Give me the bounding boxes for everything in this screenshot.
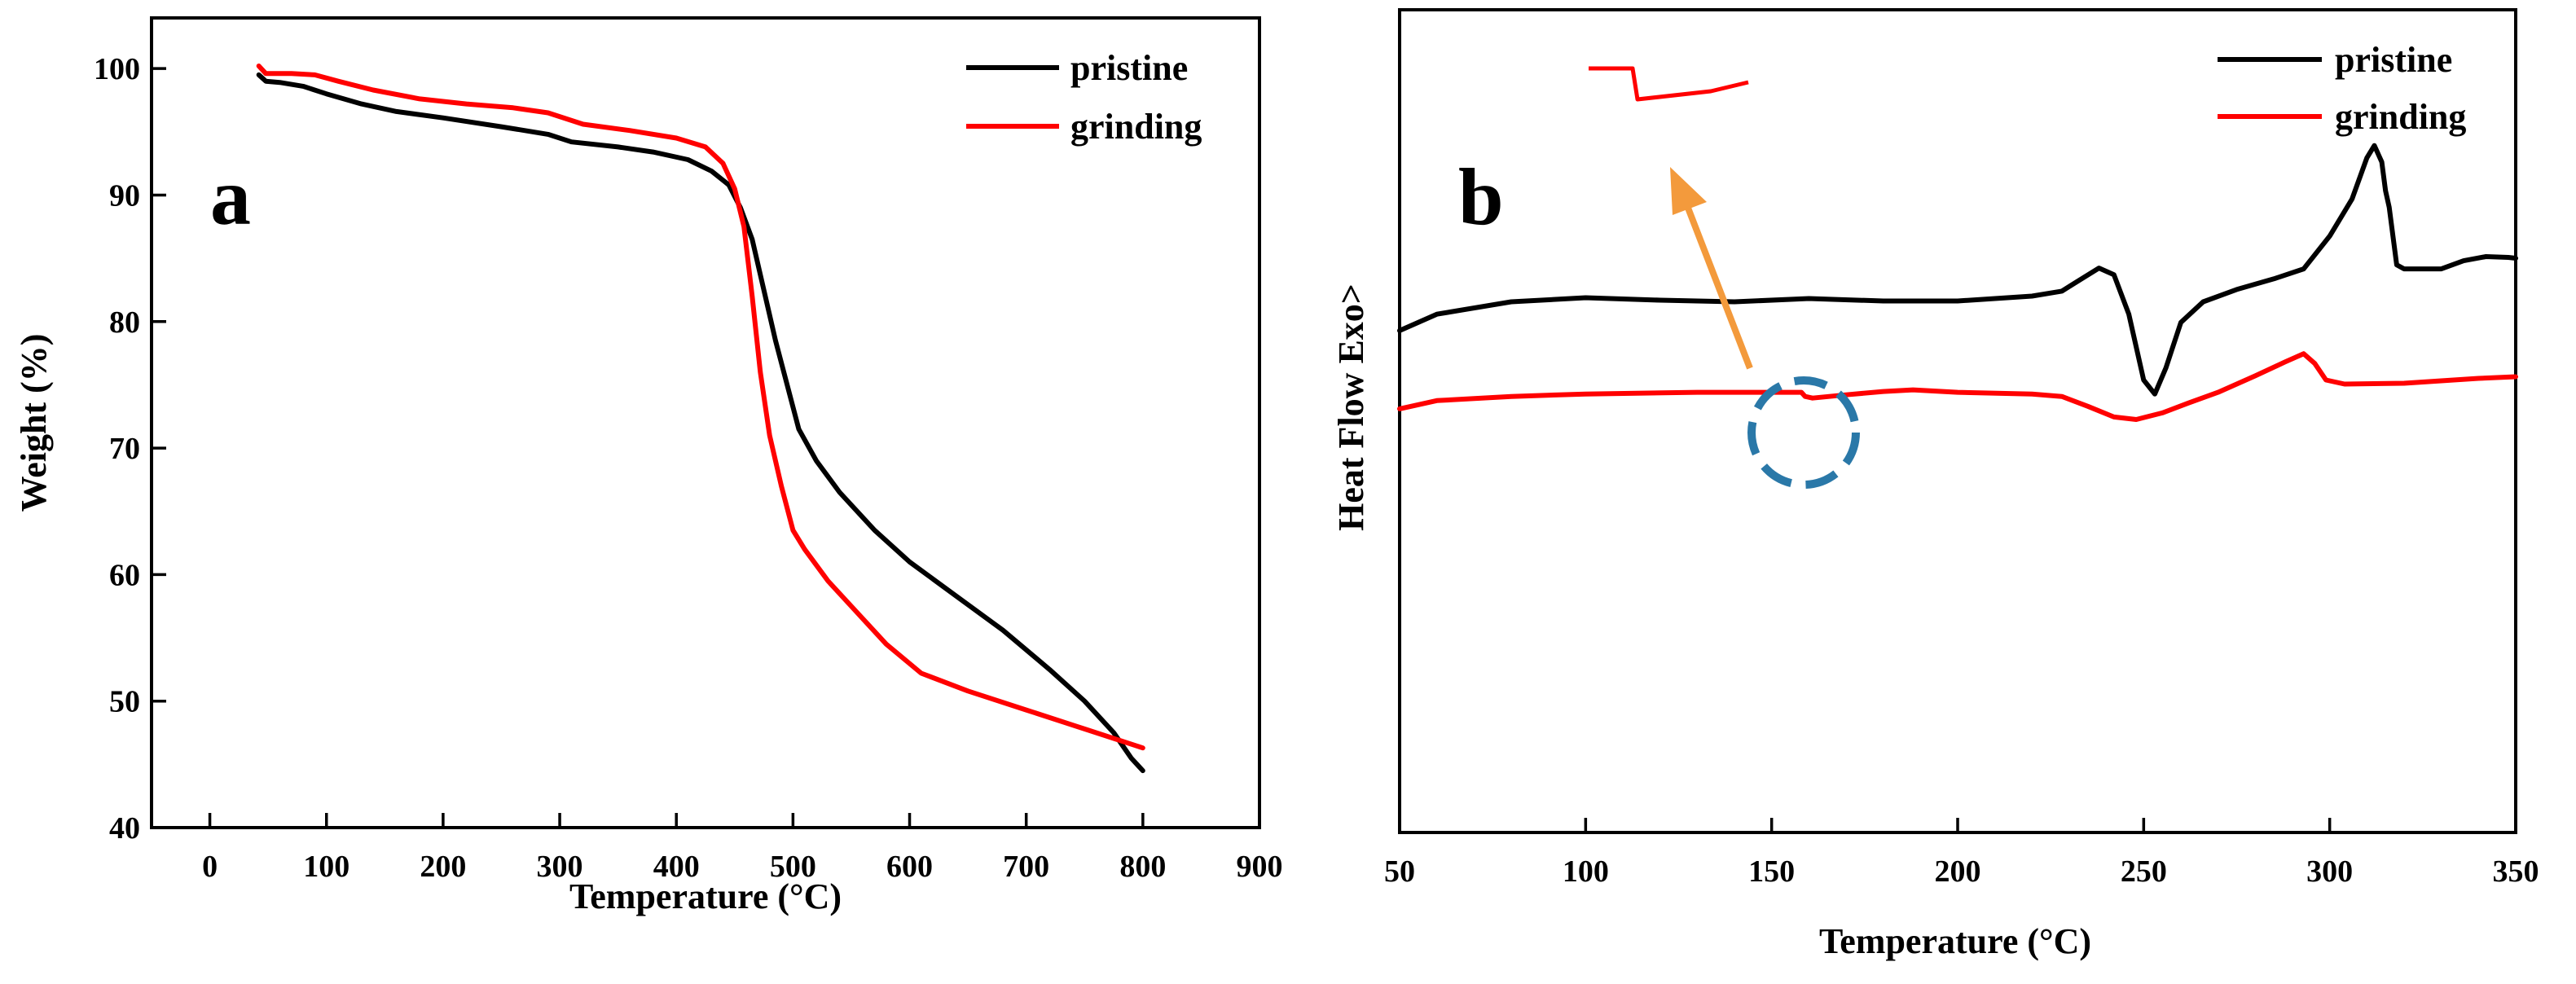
panel-a-y-tick-label: 50: [109, 685, 140, 719]
panel-a-x-tick-label: 400: [653, 850, 700, 884]
panel-b-letter: b: [1458, 152, 1504, 242]
panel-a-x-tick-label: 700: [1003, 850, 1049, 884]
panel-a-y-tick-label: 70: [109, 432, 140, 466]
panel-b-annotation-arrowhead: [1670, 167, 1707, 215]
panel-b-x-tick-label: 300: [2306, 854, 2353, 889]
panel-b-legend-label-pristine: pristine: [2335, 40, 2452, 80]
panel-a-x-axis-label: Temperature (°C): [569, 876, 842, 916]
panel-a-chart: 0 100 200 300 400 500 600 700 800 900 40 50 60 70 80 90…: [14, 16, 1283, 916]
panel-b-x-tick-label: 50: [1384, 854, 1415, 889]
panel-a-plot-frame: [150, 16, 1261, 829]
panel-a-x-tick-label: 600: [886, 850, 933, 884]
panel-a-y-tick-label: 40: [109, 811, 140, 846]
panel-b-inset-zoom-curve: [1589, 66, 1749, 102]
panel-b-x-tick-label: 350: [2493, 854, 2539, 889]
panel-a-series-line-grinding: [256, 64, 1145, 751]
panel-a-letter: a: [210, 152, 251, 242]
panel-b-y-axis-label: Heat Flow Exo>: [1331, 283, 1371, 531]
panel-b-chart: 50 100 150 200 250 300 350 Temperature (°C) He…: [1331, 8, 2539, 961]
panel-b-highlight-circle: [1747, 376, 1860, 489]
panel-a-y-tick-label: 60: [109, 558, 140, 592]
panel-a-series-line-pristine: [256, 72, 1145, 774]
panel-a-x-tick-label: 500: [770, 850, 816, 884]
panel-b-series-line-pristine: [1397, 143, 2518, 397]
panel-a-x-tick-label: 0: [202, 850, 218, 884]
panel-b-x-tick-label: 250: [2121, 854, 2167, 889]
panel-b-annotation-arrow: [1683, 202, 1753, 370]
panel-b-x-tick-label: 200: [1935, 854, 1981, 889]
panel-a-x-tick-label: 100: [303, 850, 349, 884]
panel-a-x-tick-label: 900: [1237, 850, 1283, 884]
panel-b-legend: pristine grinding: [2218, 40, 2466, 137]
panel-a-x-tick-label: 300: [537, 850, 583, 884]
panel-b-x-tick-label: 100: [1563, 854, 1609, 889]
panel-b-series-line-grinding: [1397, 351, 2518, 422]
panel-a-legend-label-grinding: grinding: [1070, 107, 1202, 147]
panel-a-legend-label-pristine: pristine: [1070, 48, 1188, 88]
panel-b-legend-label-grinding: grinding: [2335, 97, 2466, 137]
panel-a-y-tick-label: 80: [109, 305, 140, 340]
panel-a-x-tick-label: 800: [1119, 850, 1166, 884]
panel-a-x-tick-label: 200: [420, 850, 466, 884]
panel-b-x-axis-label: Temperature (°C): [1819, 921, 2091, 961]
panel-a-y-axis-label: Weight (%): [14, 334, 54, 512]
panel-a-y-tick-label: 90: [109, 178, 140, 213]
panel-a-legend: pristine grinding: [966, 48, 1202, 147]
panel-a-y-tick-label: 100: [94, 52, 140, 86]
panel-b-x-tick-label: 150: [1748, 854, 1795, 889]
